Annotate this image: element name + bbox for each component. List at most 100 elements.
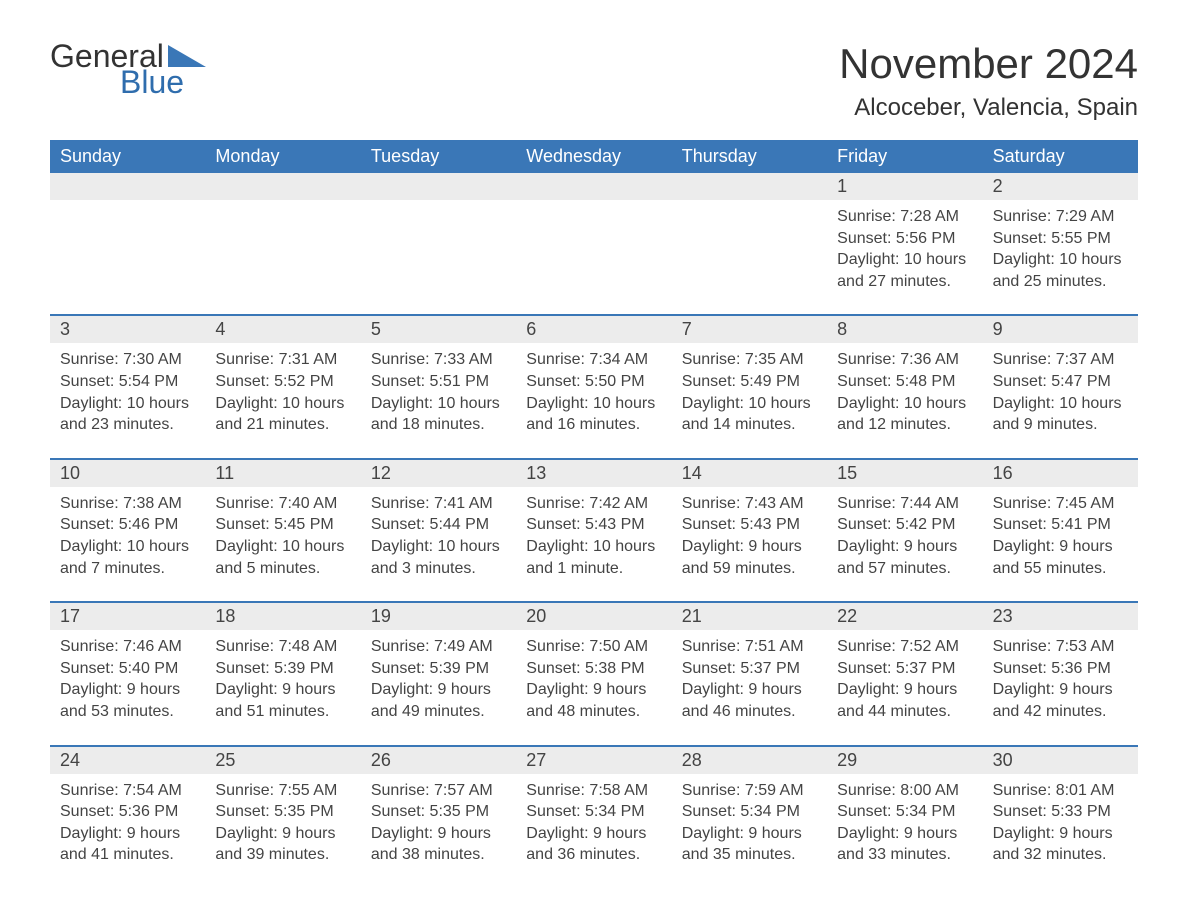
- sunrise-line: Sunrise: 7:43 AM: [682, 493, 817, 515]
- sunset-line: Sunset: 5:39 PM: [371, 658, 506, 680]
- calendar-cell: Sunrise: 7:33 AMSunset: 5:51 PMDaylight:…: [361, 343, 516, 457]
- daylight-line: Daylight: 10 hours and 21 minutes.: [215, 393, 350, 436]
- sunrise-line: Sunrise: 7:53 AM: [993, 636, 1128, 658]
- daylight-line: Daylight: 10 hours and 3 minutes.: [371, 536, 506, 579]
- daylight-line: Daylight: 10 hours and 7 minutes.: [60, 536, 195, 579]
- daylight-line: Daylight: 10 hours and 27 minutes.: [837, 249, 972, 292]
- sunset-line: Sunset: 5:48 PM: [837, 371, 972, 393]
- sunrise-line: Sunrise: 7:33 AM: [371, 349, 506, 371]
- calendar-cell: [50, 200, 205, 314]
- title-block: November 2024 Alcoceber, Valencia, Spain: [839, 40, 1138, 122]
- sunrise-line: Sunrise: 7:59 AM: [682, 780, 817, 802]
- sunset-line: Sunset: 5:40 PM: [60, 658, 195, 680]
- day-header-sunday: Sunday: [50, 140, 205, 173]
- sunset-line: Sunset: 5:34 PM: [837, 801, 972, 823]
- day-number: [516, 173, 671, 200]
- daynum-row: 17181920212223: [50, 601, 1138, 630]
- sunrise-line: Sunrise: 7:35 AM: [682, 349, 817, 371]
- day-number: 22: [827, 603, 982, 630]
- daylight-line: Daylight: 9 hours and 35 minutes.: [682, 823, 817, 866]
- month-title: November 2024: [839, 40, 1138, 88]
- day-header-thursday: Thursday: [672, 140, 827, 173]
- day-number: 12: [361, 460, 516, 487]
- sunrise-line: Sunrise: 7:41 AM: [371, 493, 506, 515]
- day-number: 17: [50, 603, 205, 630]
- calendar-cell: Sunrise: 7:49 AMSunset: 5:39 PMDaylight:…: [361, 630, 516, 744]
- calendar-cell: Sunrise: 7:55 AMSunset: 5:35 PMDaylight:…: [205, 774, 360, 888]
- cells-row: Sunrise: 7:38 AMSunset: 5:46 PMDaylight:…: [50, 487, 1138, 601]
- day-number: 30: [983, 747, 1138, 774]
- daynum-row: 24252627282930: [50, 745, 1138, 774]
- calendar-cell: Sunrise: 7:58 AMSunset: 5:34 PMDaylight:…: [516, 774, 671, 888]
- daynum-row: 12: [50, 173, 1138, 200]
- sunset-line: Sunset: 5:34 PM: [526, 801, 661, 823]
- sunrise-line: Sunrise: 7:42 AM: [526, 493, 661, 515]
- day-number: 3: [50, 316, 205, 343]
- day-number: [50, 173, 205, 200]
- cells-row: Sunrise: 7:54 AMSunset: 5:36 PMDaylight:…: [50, 774, 1138, 888]
- calendar-cell: Sunrise: 7:48 AMSunset: 5:39 PMDaylight:…: [205, 630, 360, 744]
- day-number: 16: [983, 460, 1138, 487]
- calendar-cell: Sunrise: 7:52 AMSunset: 5:37 PMDaylight:…: [827, 630, 982, 744]
- sunset-line: Sunset: 5:45 PM: [215, 514, 350, 536]
- sunset-line: Sunset: 5:55 PM: [993, 228, 1128, 250]
- logo-text-blue: Blue: [120, 66, 206, 98]
- calendar-cell: Sunrise: 7:57 AMSunset: 5:35 PMDaylight:…: [361, 774, 516, 888]
- sunrise-line: Sunrise: 7:37 AM: [993, 349, 1128, 371]
- sunrise-line: Sunrise: 7:48 AM: [215, 636, 350, 658]
- sunrise-line: Sunrise: 7:46 AM: [60, 636, 195, 658]
- calendar-cell: [516, 200, 671, 314]
- sunset-line: Sunset: 5:34 PM: [682, 801, 817, 823]
- calendar-cell: Sunrise: 7:28 AMSunset: 5:56 PMDaylight:…: [827, 200, 982, 314]
- day-number: 2: [983, 173, 1138, 200]
- daylight-line: Daylight: 9 hours and 33 minutes.: [837, 823, 972, 866]
- sunset-line: Sunset: 5:50 PM: [526, 371, 661, 393]
- calendar-cell: Sunrise: 7:34 AMSunset: 5:50 PMDaylight:…: [516, 343, 671, 457]
- calendar-cell: Sunrise: 7:36 AMSunset: 5:48 PMDaylight:…: [827, 343, 982, 457]
- calendar-cell: Sunrise: 7:50 AMSunset: 5:38 PMDaylight:…: [516, 630, 671, 744]
- sunset-line: Sunset: 5:38 PM: [526, 658, 661, 680]
- sunset-line: Sunset: 5:35 PM: [371, 801, 506, 823]
- day-number: 6: [516, 316, 671, 343]
- sunrise-line: Sunrise: 7:45 AM: [993, 493, 1128, 515]
- day-number: 19: [361, 603, 516, 630]
- sunset-line: Sunset: 5:47 PM: [993, 371, 1128, 393]
- logo: General Blue: [50, 40, 206, 98]
- day-number: 25: [205, 747, 360, 774]
- day-number: [361, 173, 516, 200]
- calendar-cell: Sunrise: 7:41 AMSunset: 5:44 PMDaylight:…: [361, 487, 516, 601]
- sunrise-line: Sunrise: 7:55 AM: [215, 780, 350, 802]
- day-number: 24: [50, 747, 205, 774]
- daylight-line: Daylight: 9 hours and 53 minutes.: [60, 679, 195, 722]
- day-number: 26: [361, 747, 516, 774]
- sunrise-line: Sunrise: 7:40 AM: [215, 493, 350, 515]
- sunrise-line: Sunrise: 7:28 AM: [837, 206, 972, 228]
- day-header-wednesday: Wednesday: [516, 140, 671, 173]
- daylight-line: Daylight: 9 hours and 49 minutes.: [371, 679, 506, 722]
- daylight-line: Daylight: 10 hours and 9 minutes.: [993, 393, 1128, 436]
- day-number: [672, 173, 827, 200]
- day-header-friday: Friday: [827, 140, 982, 173]
- sunrise-line: Sunrise: 7:30 AM: [60, 349, 195, 371]
- calendar-cell: Sunrise: 7:40 AMSunset: 5:45 PMDaylight:…: [205, 487, 360, 601]
- daynum-row: 3456789: [50, 314, 1138, 343]
- day-number: 28: [672, 747, 827, 774]
- day-number: 27: [516, 747, 671, 774]
- calendar-cell: Sunrise: 7:29 AMSunset: 5:55 PMDaylight:…: [983, 200, 1138, 314]
- calendar-cell: Sunrise: 7:37 AMSunset: 5:47 PMDaylight:…: [983, 343, 1138, 457]
- sunrise-line: Sunrise: 7:49 AM: [371, 636, 506, 658]
- sunset-line: Sunset: 5:36 PM: [993, 658, 1128, 680]
- sunrise-line: Sunrise: 8:00 AM: [837, 780, 972, 802]
- daylight-line: Daylight: 10 hours and 25 minutes.: [993, 249, 1128, 292]
- sunset-line: Sunset: 5:42 PM: [837, 514, 972, 536]
- day-number: 23: [983, 603, 1138, 630]
- daylight-line: Daylight: 10 hours and 18 minutes.: [371, 393, 506, 436]
- daylight-line: Daylight: 10 hours and 12 minutes.: [837, 393, 972, 436]
- day-number: 9: [983, 316, 1138, 343]
- daylight-line: Daylight: 9 hours and 48 minutes.: [526, 679, 661, 722]
- sunset-line: Sunset: 5:56 PM: [837, 228, 972, 250]
- sunrise-line: Sunrise: 7:52 AM: [837, 636, 972, 658]
- sunset-line: Sunset: 5:36 PM: [60, 801, 195, 823]
- day-number: 8: [827, 316, 982, 343]
- sunset-line: Sunset: 5:43 PM: [682, 514, 817, 536]
